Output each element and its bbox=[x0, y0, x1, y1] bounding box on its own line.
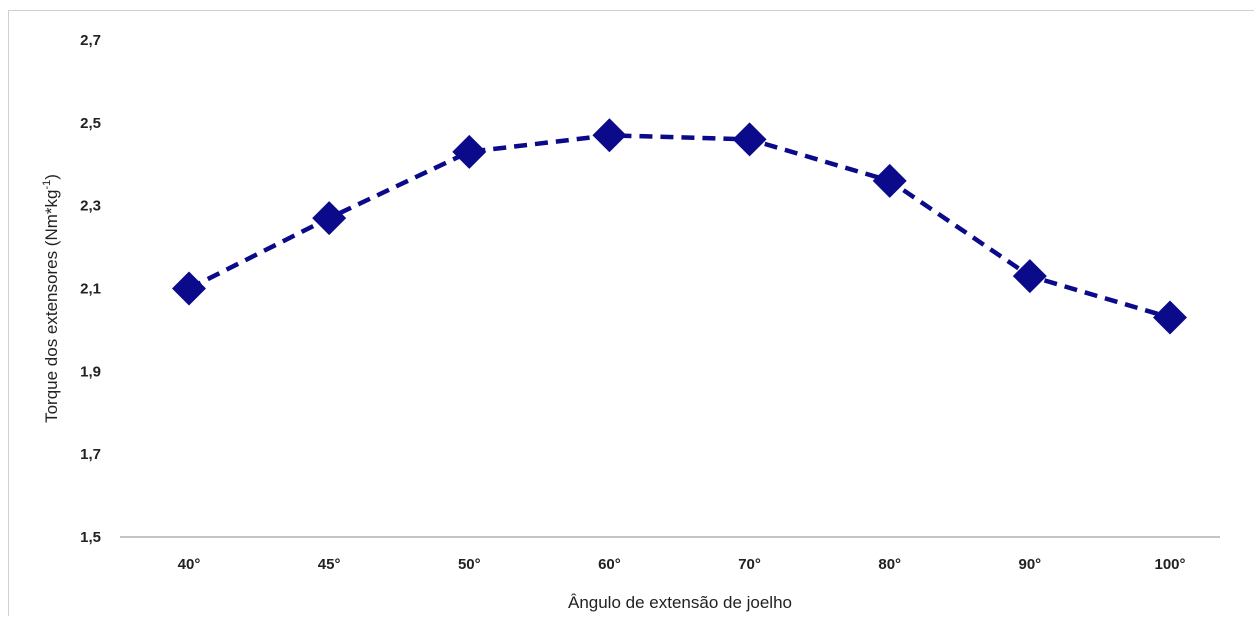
x-tick-label: 80° bbox=[878, 556, 901, 573]
y-tick-label: 2,3 bbox=[80, 198, 101, 215]
x-tick-label: 70° bbox=[738, 556, 761, 573]
y-tick-label: 1,9 bbox=[80, 363, 101, 380]
y-tick-label: 1,5 bbox=[80, 529, 101, 546]
data-point-marker bbox=[1153, 300, 1187, 335]
y-tick-label: 2,7 bbox=[80, 32, 101, 49]
y-axis-title-end: ) bbox=[42, 174, 61, 180]
x-axis-title: Ângulo de extensão de joelho bbox=[568, 593, 792, 612]
x-tick-label: 40° bbox=[178, 556, 201, 573]
y-tick-labels: 2,7 2,5 2,3 2,1 1,9 1,7 1,5 bbox=[80, 32, 101, 546]
data-point-marker bbox=[1012, 259, 1047, 294]
data-point-marker bbox=[312, 201, 347, 236]
data-point-marker bbox=[732, 122, 767, 157]
y-axis-title: Torque dos extensores (Nm*kg-1) bbox=[41, 174, 61, 423]
data-point-marker bbox=[452, 134, 487, 169]
data-point-marker bbox=[172, 271, 206, 306]
y-axis-title-superscript: -1 bbox=[41, 180, 53, 190]
data-point-marker bbox=[592, 118, 627, 153]
x-tick-labels: 40° 45° 50° 60° 70° 80° 90° 100° bbox=[178, 556, 1186, 573]
series-markers bbox=[172, 118, 1187, 335]
x-tick-label: 90° bbox=[1019, 556, 1042, 573]
chart-frame bbox=[8, 10, 1254, 616]
y-tick-label: 2,1 bbox=[80, 281, 101, 298]
x-tick-label: 60° bbox=[598, 556, 621, 573]
x-tick-label: 45° bbox=[318, 556, 341, 573]
y-tick-label: 1,7 bbox=[80, 446, 101, 463]
y-axis-title-main: Torque dos extensores (Nm*kg bbox=[42, 190, 61, 423]
x-tick-label: 100° bbox=[1154, 556, 1185, 573]
y-tick-label: 2,5 bbox=[80, 115, 101, 132]
x-tick-label: 50° bbox=[458, 556, 481, 573]
data-point-marker bbox=[872, 163, 907, 198]
